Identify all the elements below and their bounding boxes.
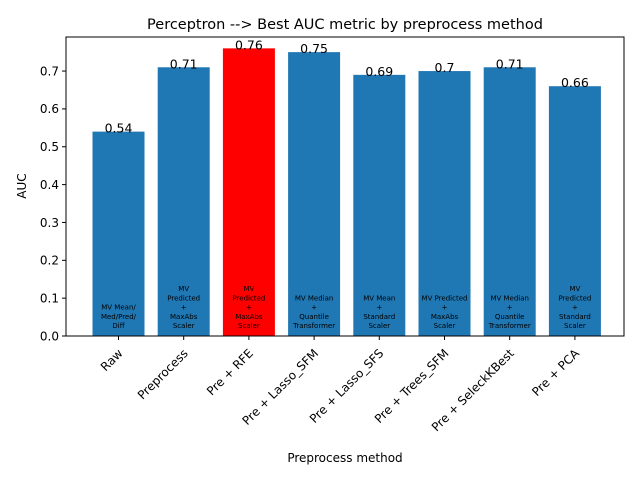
- bar-annotation-7-3: Standard: [559, 313, 591, 321]
- x-axis-label: Preprocess method: [287, 451, 402, 465]
- bar-1: [157, 67, 210, 337]
- value-label-0: 0.54: [105, 121, 133, 136]
- bar-annotation-7-4: Scaler: [564, 322, 586, 330]
- bar-annotation-2-2: +: [246, 304, 252, 312]
- y-axis-label: AUC: [15, 173, 29, 198]
- bar-annotation-7-0: MV: [569, 285, 580, 293]
- y-tick-label-0: 0.0: [40, 329, 59, 343]
- bar-annotation-3-2: Quantile: [299, 313, 329, 321]
- bar-annotation-2-4: Scaler: [238, 322, 260, 330]
- x-tick-label-2: Pre + RFE: [204, 346, 256, 398]
- value-label-3: 0.75: [300, 41, 328, 56]
- bar-annotation-5-3: Scaler: [434, 322, 456, 330]
- value-label-6: 0.71: [496, 56, 524, 71]
- bar-annotation-4-3: Scaler: [368, 322, 390, 330]
- bar-3: [288, 52, 341, 336]
- bar-annotation-1-2: +: [181, 304, 187, 312]
- y-tick-label-1: 0.1: [40, 291, 59, 305]
- bar-2: [222, 48, 275, 336]
- value-label-1: 0.71: [170, 56, 198, 71]
- bar-0: [92, 131, 145, 336]
- x-tick-label-7: Pre + PCA: [529, 346, 582, 399]
- bar-6: [483, 67, 536, 337]
- y-tick-label-7: 0.7: [40, 64, 59, 78]
- bar-5: [418, 71, 471, 336]
- bar-annotation-0-1: Med/Pred/: [101, 313, 137, 321]
- bar-annotation-1-4: Scaler: [173, 322, 195, 330]
- bar-annotation-0-0: MV Mean/: [101, 304, 136, 312]
- bar-annotation-1-0: MV: [178, 285, 189, 293]
- bar-annotation-3-0: MV Median: [295, 294, 334, 302]
- bar-annotation-3-3: Transformer: [292, 322, 335, 330]
- y-tick-label-6: 0.6: [40, 102, 59, 116]
- bar-annotation-5-2: MaxAbs: [431, 313, 459, 321]
- bar-annotation-6-1: +: [507, 304, 513, 312]
- bar-annotation-2-1: Predicted: [232, 294, 265, 302]
- bar-annotation-5-0: MV Predicted: [422, 294, 468, 302]
- y-tick-label-4: 0.4: [40, 178, 59, 192]
- bar-4: [353, 74, 406, 337]
- y-tick-label-3: 0.3: [40, 216, 59, 230]
- bar-annotation-6-3: Transformer: [488, 322, 531, 330]
- y-tick-label-2: 0.2: [40, 254, 59, 268]
- bar-annotation-2-0: MV: [243, 285, 254, 293]
- bar-annotation-7-2: +: [572, 304, 578, 312]
- chart-title: Perceptron --> Best AUC metric by prepro…: [147, 17, 543, 33]
- bar-7: [548, 86, 601, 336]
- bar-annotation-3-1: +: [311, 304, 317, 312]
- bar-annotation-5-1: +: [442, 304, 448, 312]
- bar-annotation-4-1: +: [376, 304, 382, 312]
- bar-annotation-1-3: MaxAbs: [170, 313, 198, 321]
- bar-annotation-0-2: Diff: [112, 322, 124, 330]
- bar-annotation-4-0: MV Mean: [363, 294, 395, 302]
- value-label-5: 0.7: [435, 60, 455, 75]
- value-label-2: 0.76: [235, 37, 263, 52]
- bar-annotation-2-3: MaxAbs: [235, 313, 263, 321]
- bar-annotation-4-2: Standard: [363, 313, 395, 321]
- bar-annotation-1-1: Predicted: [167, 294, 200, 302]
- bar-annotation-6-0: MV Median: [490, 294, 529, 302]
- x-tick-label-1: Preprocess: [135, 346, 191, 402]
- y-tick-label-5: 0.5: [40, 140, 59, 154]
- bar-annotation-6-2: Quantile: [495, 313, 525, 321]
- value-label-7: 0.66: [561, 75, 589, 90]
- bar-annotation-7-1: Predicted: [558, 294, 591, 302]
- plot-frame: [65, 36, 625, 337]
- value-label-4: 0.69: [365, 64, 393, 79]
- x-tick-label-0: Raw: [98, 346, 126, 374]
